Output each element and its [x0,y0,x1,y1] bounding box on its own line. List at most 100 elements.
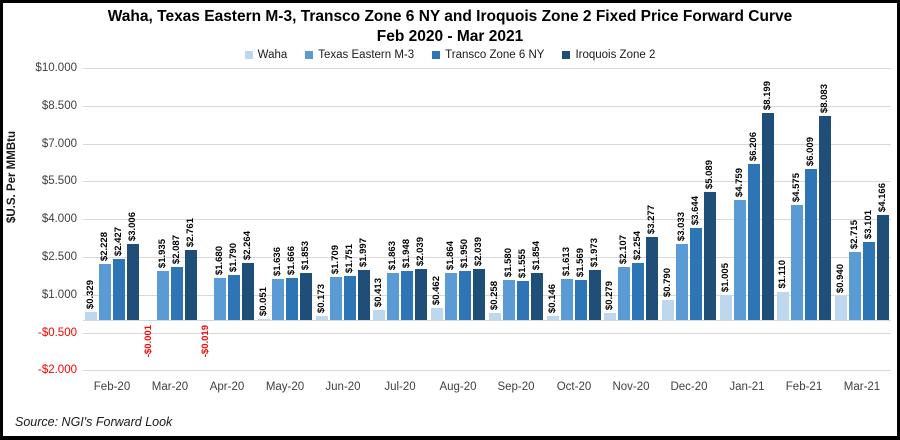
x-tick-label: Jun-20 [325,381,361,393]
bar-texas-eastern-m-3 [849,252,861,320]
bar-texas-eastern-m-3 [387,273,399,320]
bar-texas-eastern-m-3 [157,271,169,320]
x-tick-label: Feb-21 [785,381,823,393]
bar-value-label: $6.009 [805,136,816,166]
bar-value-label: $2.228 [99,231,110,261]
bar-value-label: $0.790 [662,267,673,297]
bar-value-label: $4.575 [791,172,802,202]
x-tick-label: May-20 [265,381,305,393]
bar-waha [431,308,443,320]
bar-value-label: $1.555 [517,248,528,278]
bar-value-label: $2.039 [473,236,484,266]
bar-value-label: $1.709 [330,244,341,274]
x-tick-label: Aug-20 [439,381,477,393]
gridline [83,144,891,145]
bar-value-label: $1.854 [531,240,542,270]
bar-transco-zone-6-ny [401,271,413,320]
legend-item-3: Transco Zone 6 NY [432,49,544,61]
bar-value-label: $2.427 [113,226,124,256]
bar-value-label: $6.206 [748,131,759,161]
bar-iroquois-zone-2 [589,270,601,320]
bar-value-label: $3.277 [646,204,657,234]
bar-value-label: $2.761 [185,217,196,247]
bar-value-label: $0.279 [604,280,615,310]
bar-value-label: $1.790 [228,242,239,272]
gridline [83,257,891,258]
bar-value-label: $2.039 [415,236,426,266]
bar-value-label: $3.033 [676,211,687,241]
bar-iroquois-zone-2 [127,244,139,320]
bar-transco-zone-6-ny [171,267,183,320]
bar-waha [373,310,385,320]
bar-value-label: -$0.019 [200,325,211,358]
bar-iroquois-zone-2 [185,250,197,320]
bar-waha [200,320,212,321]
bar-value-label: $3.644 [690,195,701,225]
bar-value-label: $1.751 [344,243,355,273]
bar-value-label: $0.462 [431,275,442,305]
bar-value-label: $1.853 [300,240,311,270]
bar-iroquois-zone-2 [242,263,254,320]
bar-value-label: $8.199 [762,80,773,110]
gridline [83,219,891,220]
bar-waha [835,296,847,320]
bar-iroquois-zone-2 [877,215,889,320]
bar-value-label: -$0.001 [143,325,154,358]
chart-legend: Waha Texas Eastern M-3 Transco Zone 6 NY Ir… [3,49,897,61]
bar-value-label: $8.083 [819,83,830,113]
bar-value-label: $1.110 [777,260,788,289]
legend-label: Iroquois Zone 2 [575,49,656,61]
bar-transco-zone-6-ny [517,281,529,320]
bar-waha [316,316,328,320]
bar-waha [547,316,559,320]
x-tick-label: Nov-20 [612,381,650,393]
bar-iroquois-zone-2 [473,269,485,320]
bar-value-label: $1.997 [358,237,369,267]
gridline [83,106,891,107]
chart-title-line1: Waha, Texas Eastern M-3, Transco Zone 6 … [107,8,793,25]
bar-value-label: $5.089 [704,159,715,189]
x-tick-label: Feb-20 [93,381,131,393]
x-tick-label: Sep-20 [497,381,535,393]
bar-value-label: $0.051 [258,286,269,316]
bar-texas-eastern-m-3 [676,244,688,320]
bar-texas-eastern-m-3 [214,278,226,320]
bar-value-label: $2.264 [242,230,253,260]
bar-value-label: $4.166 [877,182,888,212]
bar-iroquois-zone-2 [819,116,831,320]
bar-texas-eastern-m-3 [445,273,457,320]
bar-waha [777,292,789,320]
bar-value-label: $3.101 [863,209,874,239]
bar-transco-zone-6-ny [748,164,760,320]
bar-value-label: $1.666 [286,245,297,275]
legend-label: Texas Eastern M-3 [318,49,415,61]
legend-item-2: Texas Eastern M-3 [305,49,414,61]
legend-item-4: Iroquois Zone 2 [562,49,655,61]
chart-title: Waha, Texas Eastern M-3, Transco Zone 6 … [3,7,897,47]
bar-waha [662,300,674,320]
x-tick-label: Oct-20 [556,381,592,393]
bar-value-label: $0.329 [85,279,96,309]
bar-value-label: $4.759 [734,167,745,197]
bar-value-label: $1.973 [589,237,600,267]
bar-transco-zone-6-ny [632,263,644,320]
bar-value-label: $1.935 [157,238,168,268]
bar-value-label: $2.715 [849,219,860,249]
legend-swatch-icon [432,51,441,59]
y-tick-label: $7.000 [41,138,77,150]
bar-value-label: $0.173 [316,283,327,313]
bar-value-label: $1.680 [214,245,225,275]
legend-swatch-icon [305,51,314,59]
bar-transco-zone-6-ny [228,275,240,320]
bar-texas-eastern-m-3 [791,205,803,320]
bar-waha [85,312,97,320]
bar-waha [604,313,616,320]
legend-swatch-icon [244,51,253,59]
bar-value-label: $1.005 [720,262,731,292]
y-tick-label: -$2.000 [37,364,77,376]
bar-transco-zone-6-ny [459,271,471,320]
x-tick-label: Apr-20 [209,381,245,393]
bar-value-label: $2.087 [171,234,182,264]
bar-iroquois-zone-2 [646,237,658,320]
bar-value-label: $1.864 [445,240,456,270]
